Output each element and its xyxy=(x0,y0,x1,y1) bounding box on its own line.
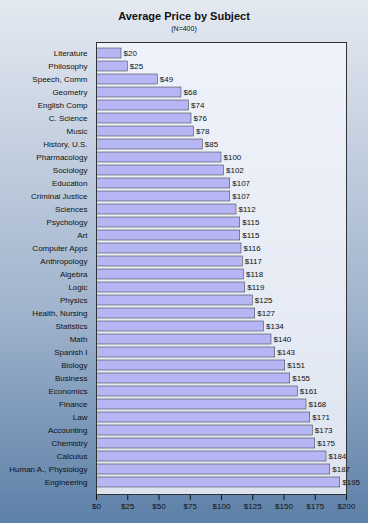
svg-text:$25: $25 xyxy=(121,502,135,511)
svg-text:$85: $85 xyxy=(205,140,219,149)
svg-text:$200: $200 xyxy=(338,502,356,511)
svg-text:Education: Education xyxy=(52,179,88,188)
svg-text:Art: Art xyxy=(77,231,88,240)
svg-text:$171: $171 xyxy=(312,413,330,422)
svg-text:$100: $100 xyxy=(224,153,242,162)
svg-text:C. Science: C. Science xyxy=(49,114,88,123)
svg-text:Accounting: Accounting xyxy=(48,426,88,435)
svg-text:Philosophy: Philosophy xyxy=(48,62,87,71)
svg-text:Algebra: Algebra xyxy=(60,270,88,279)
svg-text:Speech, Comm: Speech, Comm xyxy=(32,75,87,84)
svg-text:$125: $125 xyxy=(255,296,273,305)
svg-text:$117: $117 xyxy=(245,257,263,266)
svg-text:Law: Law xyxy=(73,413,88,422)
svg-text:Computer Apps: Computer Apps xyxy=(32,244,87,253)
html-text:(N=400): (N=400) xyxy=(171,25,197,32)
svg-text:$195: $195 xyxy=(342,478,360,487)
svg-text:$161: $161 xyxy=(300,387,318,396)
svg-text:Economics: Economics xyxy=(48,387,87,396)
svg-text:Anthropology: Anthropology xyxy=(40,257,87,266)
svg-text:Health, Nursing: Health, Nursing xyxy=(32,309,87,318)
svg-text:$68: $68 xyxy=(184,88,198,97)
svg-text:$150: $150 xyxy=(275,502,293,511)
svg-text:$75: $75 xyxy=(184,502,198,511)
svg-text:Pharmacology: Pharmacology xyxy=(36,153,87,162)
svg-text:$20: $20 xyxy=(124,49,138,58)
svg-text:$119: $119 xyxy=(247,283,265,292)
svg-text:Biology: Biology xyxy=(61,361,87,370)
svg-text:$100: $100 xyxy=(213,502,231,511)
svg-text:Literature: Literature xyxy=(54,49,88,58)
svg-text:Chemistry: Chemistry xyxy=(51,439,87,448)
svg-text:Spanish I: Spanish I xyxy=(54,348,87,357)
svg-text:Psychology: Psychology xyxy=(47,218,88,227)
svg-text:$118: $118 xyxy=(246,270,264,279)
svg-text:Calculus: Calculus xyxy=(57,452,88,461)
svg-text:$78: $78 xyxy=(196,127,210,136)
svg-text:$175: $175 xyxy=(317,439,335,448)
svg-text:$155: $155 xyxy=(292,374,310,383)
svg-text:$168: $168 xyxy=(309,400,327,409)
svg-text:Criminal Justice: Criminal Justice xyxy=(31,192,88,201)
svg-text:$140: $140 xyxy=(274,335,292,344)
svg-text:$116: $116 xyxy=(244,244,262,253)
svg-text:$134: $134 xyxy=(266,322,284,331)
svg-text:$143: $143 xyxy=(277,348,295,357)
html-text:Average Price by Subject: Average Price by Subject xyxy=(118,10,250,22)
svg-text:Engineering: Engineering xyxy=(45,478,88,487)
svg-text:$112: $112 xyxy=(239,205,257,214)
svg-text:$76: $76 xyxy=(194,114,208,123)
svg-text:$50: $50 xyxy=(152,502,166,511)
svg-text:Sciences: Sciences xyxy=(55,205,87,214)
svg-text:$184: $184 xyxy=(329,452,347,461)
svg-text:Human A., Physiology: Human A., Physiology xyxy=(9,465,87,474)
svg-text:$151: $151 xyxy=(287,361,305,370)
svg-text:$102: $102 xyxy=(226,166,244,175)
svg-text:English Comp: English Comp xyxy=(38,101,88,110)
svg-text:Math: Math xyxy=(70,335,88,344)
svg-text:$175: $175 xyxy=(306,502,324,511)
svg-text:Sociology: Sociology xyxy=(53,166,88,175)
svg-text:$107: $107 xyxy=(232,179,250,188)
svg-text:Statistics: Statistics xyxy=(55,322,87,331)
svg-text:Geometry: Geometry xyxy=(52,88,87,97)
svg-text:Business: Business xyxy=(55,374,87,383)
svg-text:$115: $115 xyxy=(242,231,260,240)
svg-text:$107: $107 xyxy=(232,192,250,201)
svg-text:Music: Music xyxy=(67,127,88,136)
svg-text:Logic: Logic xyxy=(68,283,87,292)
svg-text:History, U.S.: History, U.S. xyxy=(43,140,87,149)
svg-text:$187: $187 xyxy=(332,465,350,474)
svg-text:$25: $25 xyxy=(130,62,144,71)
svg-text:Physics: Physics xyxy=(60,296,88,305)
svg-text:$127: $127 xyxy=(257,309,275,318)
svg-text:$74: $74 xyxy=(191,101,205,110)
svg-text:Finance: Finance xyxy=(59,400,88,409)
svg-text:$173: $173 xyxy=(315,426,333,435)
svg-text:$115: $115 xyxy=(242,218,260,227)
svg-text:$125: $125 xyxy=(244,502,262,511)
svg-text:$0: $0 xyxy=(92,502,101,511)
svg-text:$49: $49 xyxy=(160,75,174,84)
